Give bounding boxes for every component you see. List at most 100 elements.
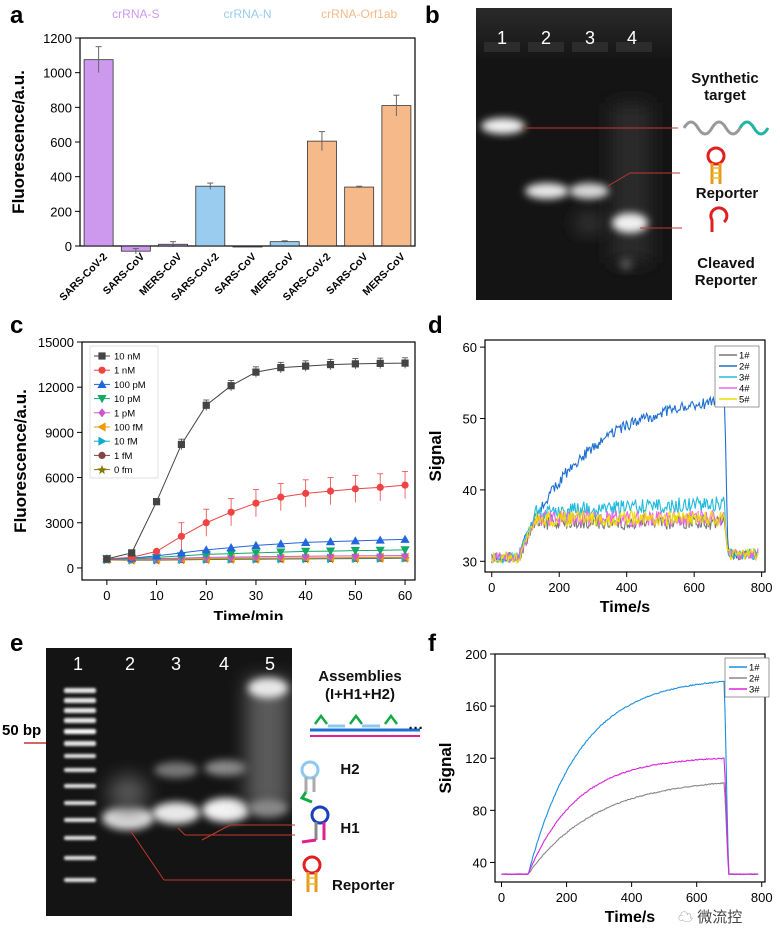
legend-c: 10 nM 1 nM 100 pM 10 pM 1 pM 100 fM 10 fM 1 fM 0… [89, 345, 159, 479]
legend-marker-c-1 [98, 366, 106, 374]
wechat-icon: ☁ [678, 909, 694, 926]
lane-label-e-3: 3 [171, 654, 181, 674]
legend-label-f-1: 2# [749, 674, 760, 685]
band-cleaved-reporter [612, 213, 648, 233]
legend-label-c-6: 10 fM [114, 437, 138, 448]
lane-label-b-1: 1 [497, 28, 507, 48]
point-c-1-12 [401, 481, 409, 489]
x-tick-label-f: 200 [556, 890, 578, 905]
x-axis-label-c: Time/min [214, 609, 284, 620]
point-c-1-2 [152, 547, 161, 555]
label-assemblies-sub: (I+H1+H2) [324, 686, 396, 703]
lane-label-b-4: 4 [627, 28, 637, 48]
point-c-3-9 [325, 547, 336, 556]
x-tick-label-c: 40 [298, 588, 312, 603]
point-c-0-10 [351, 360, 359, 368]
band-h2-lane4 [204, 760, 248, 776]
point-c-4-12 [401, 550, 409, 561]
x-tick-label-c: 50 [348, 588, 362, 603]
watermark-text: 微流控 [697, 909, 743, 926]
point-c-1-8 [302, 489, 310, 497]
y-tick-label-c: 12000 [38, 380, 74, 395]
y-tick-label-a: 800 [50, 100, 72, 115]
legend-label-f-0: 1# [749, 663, 760, 674]
series-line-f-0 [501, 680, 759, 876]
point-c-2-6 [251, 540, 261, 549]
point-c-1-10 [351, 485, 359, 493]
y-tick-label-d: 30 [463, 554, 477, 569]
y-tick-label-a: 200 [50, 204, 72, 219]
series-line-d-1 [491, 395, 759, 563]
point-c-0-12 [401, 359, 409, 367]
gel-b-annotations [522, 120, 770, 232]
ladder-band-11 [64, 836, 96, 840]
lane-label-e-1: 1 [73, 654, 83, 674]
legend-label-c-2: 100 pM [114, 380, 146, 391]
gel-image-e: 1 2 3 4 5 [46, 648, 292, 916]
point-c-1-5 [227, 508, 235, 516]
ladder-band-5 [64, 741, 96, 746]
y-tick-label-c: 15000 [38, 335, 74, 350]
ladder-band-4 [64, 729, 96, 734]
y-tick-label-c: 9000 [45, 425, 74, 440]
legend-label-c-0: 10 nM [114, 352, 140, 363]
series-c-0 [103, 357, 409, 563]
cleaved-reporter-icon [709, 206, 729, 232]
x-tick-label-c: 60 [398, 588, 412, 603]
y-axis-label-c: Fluorescence/a.u. [11, 389, 30, 533]
x-tick-label-d: 400 [616, 580, 638, 595]
panel-label-c: c [10, 312, 24, 339]
y-tick-label-c: 0 [67, 561, 74, 576]
panel-label-b: b [425, 2, 440, 29]
dna-ladder [64, 688, 96, 882]
group-label-2: crRNA-Orf1ab [321, 7, 397, 21]
y-tick-label-f: 200 [465, 647, 487, 662]
legend-label-c-4: 1 pM [114, 408, 135, 419]
point-c-0-6 [252, 368, 260, 376]
band-assemblies-lane5 [248, 678, 288, 698]
bar-7 [344, 186, 375, 247]
x-tick-label-a: SARS-CoV-2 [57, 251, 110, 304]
point-c-2-9 [325, 536, 336, 546]
x-tick-label-d: 0 [488, 580, 495, 595]
point-c-1-6 [252, 499, 260, 507]
y-axis-label-d: Signal [426, 430, 445, 481]
group-label-0: crRNA-S [112, 7, 159, 21]
band-synthetic-target [481, 118, 525, 134]
lane-label-e-2: 2 [125, 654, 135, 674]
ladder-band-12 [64, 856, 96, 860]
y-tick-label-a: 400 [50, 170, 72, 185]
y-tick-label-a: 1000 [43, 66, 72, 81]
legend-label-c-1: 1 nM [114, 366, 135, 377]
reporter-hairpin-icon-e [302, 855, 322, 892]
point-c-3-8 [301, 547, 311, 556]
panel-label-d: d [428, 312, 443, 339]
ladder-band-6 [64, 754, 96, 758]
gel-e-annotations [129, 713, 420, 892]
point-c-2-7 [276, 539, 286, 548]
group-label-1: crRNA-N [224, 7, 272, 21]
watermark: ☁ 微流控 [678, 906, 742, 927]
label-assemblies-title: Assemblies [318, 668, 402, 685]
point-c-2-4 [201, 545, 211, 554]
lane-label-e-4: 4 [219, 654, 229, 674]
lane-label-e-5: 5 [265, 654, 275, 674]
h1-hairpin-icon [301, 805, 330, 844]
synthetic-target-icon [682, 120, 770, 136]
y-tick-label-f: 120 [465, 751, 487, 766]
label-reporter-b: Reporter [695, 185, 759, 202]
x-tick-label-f: 600 [686, 890, 708, 905]
ladder-band-9 [64, 801, 96, 805]
ladder-band-13 [64, 878, 96, 882]
point-c-2-8 [301, 537, 311, 546]
series-line-d-4 [491, 509, 759, 565]
y-tick-label-d: 60 [463, 340, 477, 355]
point-c-2-10 [350, 536, 360, 545]
ladder-band-10 [64, 818, 96, 822]
point-c-0-2 [152, 498, 161, 506]
legend-marker-c-6 [98, 436, 107, 446]
legend-label-c-3: 10 pM [114, 394, 140, 405]
lane-label-b-3: 3 [585, 28, 595, 48]
bar-3 [195, 185, 226, 247]
ladder-band-0 [64, 688, 96, 693]
